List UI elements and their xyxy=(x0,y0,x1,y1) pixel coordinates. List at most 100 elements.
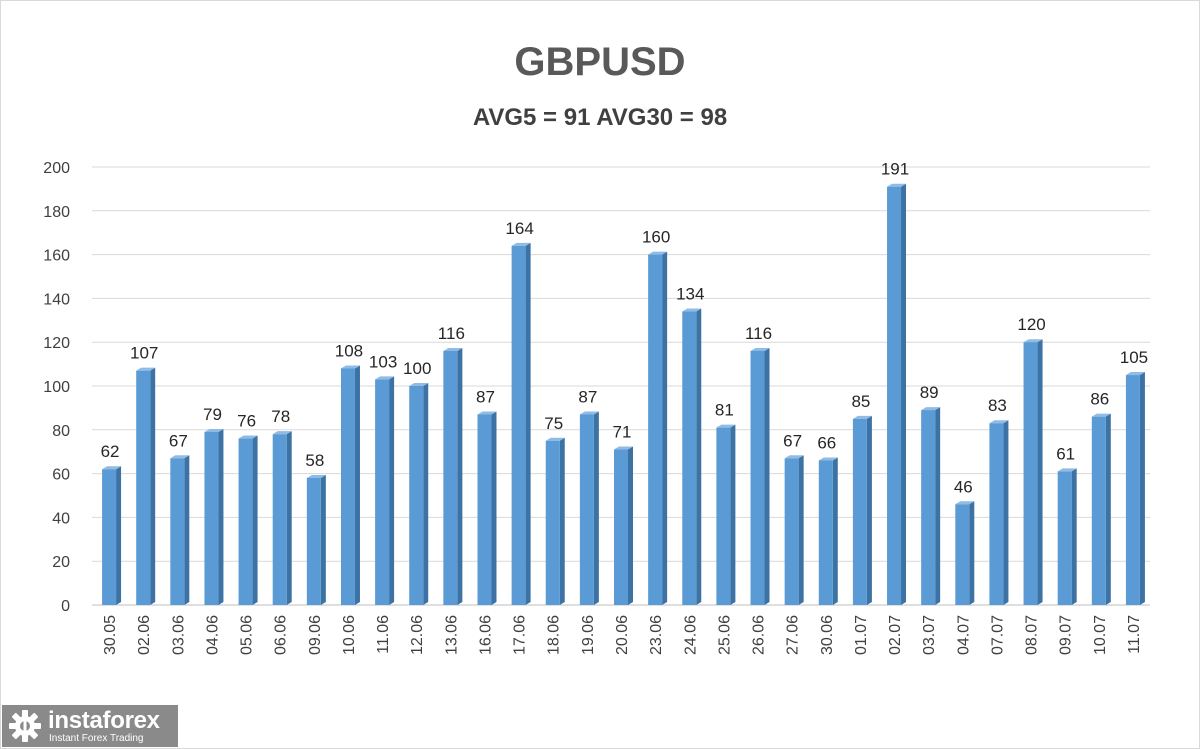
bar xyxy=(852,418,867,605)
bar xyxy=(136,370,151,605)
y-tick-label: 140 xyxy=(43,291,70,308)
brand-name: instaforex xyxy=(48,707,160,734)
bar xyxy=(511,245,526,605)
data-label: 191 xyxy=(881,160,909,179)
y-tick-label: 0 xyxy=(61,598,70,615)
data-label: 160 xyxy=(642,228,670,247)
data-label: 108 xyxy=(335,341,363,360)
bar-top xyxy=(409,383,429,386)
bar-top xyxy=(545,437,565,441)
x-tick-label: 13.06 xyxy=(443,615,460,655)
bar-side xyxy=(593,411,599,605)
data-label: 89 xyxy=(920,383,939,402)
data-label: 120 xyxy=(1017,315,1045,334)
bar xyxy=(887,186,902,605)
bar-side xyxy=(116,466,122,605)
x-tick-label: 07.07 xyxy=(989,615,1006,655)
x-tick-label: 30.06 xyxy=(819,615,836,655)
data-label: 61 xyxy=(1056,444,1075,463)
x-tick-label: 09.06 xyxy=(307,615,324,655)
data-label: 100 xyxy=(403,359,431,378)
data-label: 87 xyxy=(578,387,597,406)
bar-side xyxy=(457,347,463,605)
y-tick-label: 40 xyxy=(52,510,70,527)
bar-top xyxy=(579,411,599,415)
x-tick-label: 10.07 xyxy=(1092,615,1109,655)
bar xyxy=(921,410,936,605)
data-label: 116 xyxy=(745,324,772,343)
bar xyxy=(989,423,1004,605)
bar-side xyxy=(866,415,872,605)
bar-top xyxy=(170,455,190,459)
x-tick-label: 30.05 xyxy=(102,615,119,655)
bar-top xyxy=(340,365,360,369)
y-tick-label: 80 xyxy=(52,423,70,440)
x-tick-label: 24.06 xyxy=(682,615,699,655)
bar-top xyxy=(989,420,1009,424)
y-tick-label: 200 xyxy=(43,160,70,177)
bar-side xyxy=(901,183,907,605)
bar-top xyxy=(1091,413,1111,417)
bar xyxy=(1125,375,1140,605)
bar-side xyxy=(389,376,395,605)
bar-side xyxy=(218,428,224,605)
bar-top xyxy=(818,457,838,461)
bar xyxy=(204,431,219,605)
y-tick-label: 60 xyxy=(52,467,70,484)
bar-side xyxy=(525,242,531,605)
data-label: 81 xyxy=(715,401,734,420)
bar-side xyxy=(559,437,565,605)
bar-top xyxy=(648,251,668,255)
bar-top xyxy=(238,435,258,439)
bar xyxy=(477,414,492,605)
bar-top xyxy=(306,474,326,478)
bar-top xyxy=(375,376,395,380)
data-label: 71 xyxy=(613,423,632,442)
data-label: 134 xyxy=(676,285,704,304)
data-label: 164 xyxy=(505,219,533,238)
y-tick-label: 20 xyxy=(52,554,70,571)
bar xyxy=(545,440,560,605)
instaforex-logo[interactable]: instaforex Instant Forex Trading xyxy=(2,705,178,747)
bar-top xyxy=(1125,372,1145,376)
bar xyxy=(1023,342,1038,605)
x-tick-label: 02.07 xyxy=(887,615,904,655)
data-label: 58 xyxy=(305,451,324,470)
x-tick-label: 06.06 xyxy=(273,615,290,655)
bar-top xyxy=(477,411,497,415)
x-tick-label: 26.06 xyxy=(751,615,768,655)
x-tick-label: 04.06 xyxy=(204,615,221,655)
bar xyxy=(750,350,765,605)
x-tick-label: 25.06 xyxy=(716,615,733,655)
data-label: 87 xyxy=(476,387,495,406)
x-tick-label: 16.06 xyxy=(477,615,494,655)
data-label: 75 xyxy=(544,414,563,433)
bar-side xyxy=(252,435,258,605)
x-tick-label: 08.07 xyxy=(1024,615,1041,655)
bar-side xyxy=(1139,372,1145,605)
bar-side xyxy=(1037,339,1043,605)
bar xyxy=(272,434,287,605)
bar xyxy=(409,386,424,605)
x-tick-label: 27.06 xyxy=(785,615,802,655)
bar xyxy=(170,458,185,605)
bar-side xyxy=(1105,413,1111,605)
bar-side xyxy=(764,347,770,605)
bar-side xyxy=(696,308,702,605)
bar-top xyxy=(272,431,292,435)
data-label: 62 xyxy=(101,442,120,461)
bar xyxy=(443,350,458,605)
data-label: 116 xyxy=(438,324,465,343)
bar xyxy=(716,427,731,605)
x-tick-label: 23.06 xyxy=(648,615,665,655)
bar-top xyxy=(443,347,463,351)
data-label: 79 xyxy=(203,405,222,424)
bar-side xyxy=(184,455,190,605)
data-label: 83 xyxy=(988,396,1007,415)
bar xyxy=(818,460,833,605)
x-tick-label: 11.07 xyxy=(1126,615,1143,654)
x-tick-label: 10.06 xyxy=(341,615,358,655)
bar-side xyxy=(423,383,429,605)
x-tick-label: 05.06 xyxy=(239,615,256,655)
